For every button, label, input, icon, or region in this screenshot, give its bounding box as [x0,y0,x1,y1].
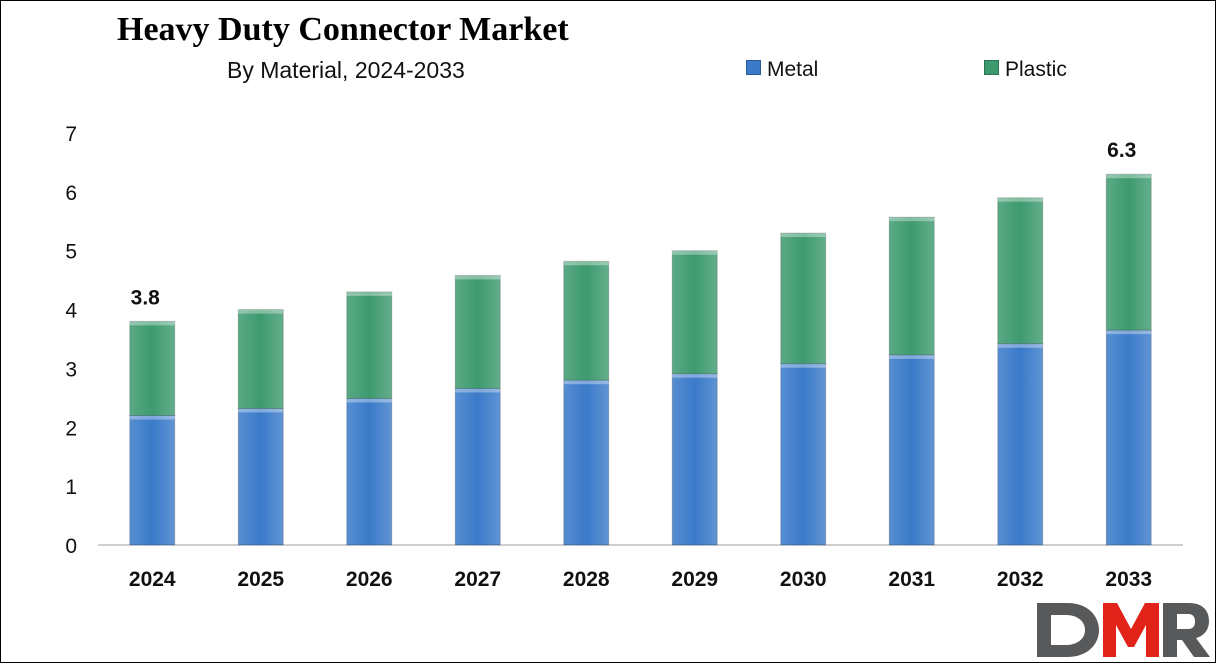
y-tick-label-5: 5 [65,241,77,264]
total-label-2033: 6.3 [1107,139,1136,162]
bar-plastic-2028 [563,260,610,381]
bar-metal-2026 [346,397,393,546]
logo-letter-d [1037,603,1099,657]
bar-cap-metal-2032 [997,343,1043,348]
bar-plastic-2032 [997,197,1044,345]
bar-cap-metal-2025 [238,408,284,413]
x-tick-label-2029: 2029 [671,568,718,591]
bar-plastic-2031 [888,216,935,356]
x-tick-label-2024: 2024 [129,568,176,591]
legend-label-metal: Metal [767,58,819,81]
x-tick-label-2032: 2032 [997,568,1044,591]
y-tick-label-0: 0 [65,535,77,558]
bar-cap-plastic-2030 [780,233,826,238]
bar-metal-2029 [671,373,718,546]
bar-cap-plastic-2026 [346,291,392,296]
y-tick-label-4: 4 [65,300,77,323]
x-tick-label-2030: 2030 [780,568,827,591]
legend-item-plastic: Plastic [984,58,1067,82]
legend-item-metal: Metal [746,58,818,82]
bar-plastic-2030 [780,232,827,365]
y-tick-label-6: 6 [65,182,77,205]
bar-cap-plastic-2029 [672,250,718,255]
x-tick-label-2031: 2031 [888,568,935,591]
x-tick-label-2026: 2026 [346,568,393,591]
bar-cap-metal-2027 [455,388,501,393]
bar-cap-plastic-2024 [129,321,175,326]
logo-letter-r [1163,603,1210,657]
bar-cap-plastic-2033 [1106,174,1152,179]
bar-cap-plastic-2032 [997,197,1043,202]
dmr-logo [1037,603,1210,657]
bar-cap-metal-2031 [889,354,935,359]
bar-metal-2031 [888,354,935,546]
bar-cap-plastic-2028 [563,261,609,266]
bar-metal-2028 [563,379,610,546]
legend-swatch-plastic [984,60,999,75]
bar-cap-metal-2029 [672,373,718,378]
legend-swatch-metal [746,60,761,75]
bar-metal-2025 [237,407,284,546]
y-tick-label-3: 3 [65,358,77,381]
bar-metal-2024 [129,415,176,546]
bar-metal-2033 [1105,329,1152,546]
bar-plastic-2033 [1105,173,1152,331]
x-tick-label-2028: 2028 [563,568,610,591]
bar-cap-metal-2026 [346,398,392,403]
x-tick-label-2027: 2027 [454,568,501,591]
chart-title: Heavy Duty Connector Market [117,11,569,48]
bar-metal-2032 [997,343,1044,546]
bar-cap-metal-2024 [129,415,175,420]
bar-metal-2030 [780,363,827,546]
bar-plastic-2026 [346,291,393,399]
x-tick-label-2033: 2033 [1105,568,1152,591]
bar-cap-plastic-2031 [889,217,935,222]
bar-cap-metal-2030 [780,363,826,368]
y-tick-label-7: 7 [65,123,77,146]
bar-cap-plastic-2027 [455,275,501,280]
logo-letter-m [1103,603,1159,657]
total-label-2024: 3.8 [131,286,161,309]
chart-subtitle: By Material, 2024-2033 [227,57,465,83]
bar-plastic-2029 [671,250,718,375]
y-tick-label-1: 1 [65,476,77,499]
bar-metal-2027 [454,387,501,546]
bar-plastic-2024 [129,320,176,417]
x-tick-label-2025: 2025 [237,568,284,591]
legend-label-plastic: Plastic [1005,58,1067,81]
bar-plastic-2027 [454,274,501,389]
bar-cap-plastic-2025 [238,309,284,314]
y-tick-label-2: 2 [65,417,77,440]
bar-cap-metal-2033 [1106,330,1152,335]
bar-plastic-2025 [237,309,284,409]
bar-cap-metal-2028 [563,380,609,385]
